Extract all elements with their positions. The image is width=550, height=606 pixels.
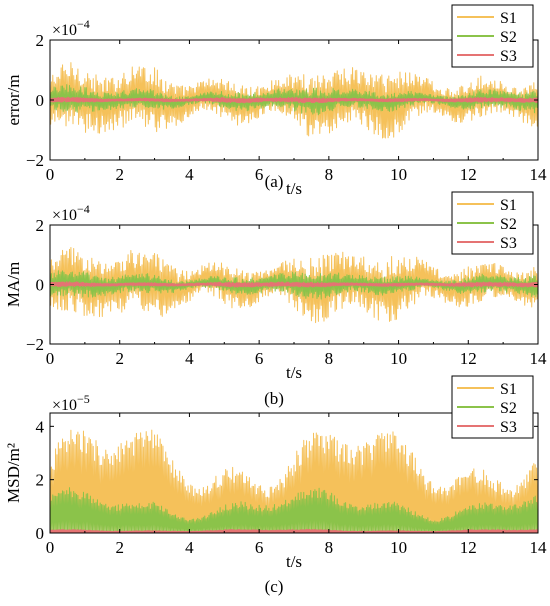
x-tick-label: 14 xyxy=(530,165,548,184)
panel-caption: (b) xyxy=(264,389,284,408)
x-tick-label: 8 xyxy=(325,165,334,184)
series-line-s2 xyxy=(50,270,538,300)
x-tick-label: 14 xyxy=(530,349,548,368)
x-tick-label: 10 xyxy=(390,538,407,557)
y-axis-label: MA/m xyxy=(4,262,23,307)
y-tick-label: 0 xyxy=(36,91,45,110)
legend-label-s2: S2 xyxy=(500,216,517,233)
x-axis-label: t/s xyxy=(286,179,302,198)
y-axis-label: MSD/m² xyxy=(4,443,23,503)
y-tick-label: 2 xyxy=(36,471,45,490)
x-tick-label: 12 xyxy=(460,538,477,557)
series-line-s1 xyxy=(50,62,538,139)
axis-exponent-label: ×10−4 xyxy=(52,202,90,224)
x-tick-label: 14 xyxy=(530,538,548,557)
series-line-s2 xyxy=(50,487,538,533)
legend-label-s2: S2 xyxy=(500,29,517,46)
y-tick-label: 4 xyxy=(36,417,45,436)
legend: S1 S2 S3 xyxy=(451,4,534,68)
y-tick-label: −2 xyxy=(26,151,44,170)
plot-area xyxy=(50,429,538,533)
legend-label-s1: S1 xyxy=(500,197,517,214)
axis-exponent-label: ×10−4 xyxy=(52,17,90,39)
x-tick-label: 2 xyxy=(115,349,124,368)
x-tick-label: 6 xyxy=(255,538,264,557)
y-tick-label: 2 xyxy=(36,216,45,235)
x-tick-label: 0 xyxy=(46,349,55,368)
panel-caption: (c) xyxy=(265,577,284,596)
x-tick-label: 8 xyxy=(325,349,334,368)
axis-exponent-label: ×10−5 xyxy=(52,392,90,414)
series-line-s3 xyxy=(50,96,538,104)
legend-label-s3: S3 xyxy=(500,419,517,436)
x-tick-label: 12 xyxy=(460,165,477,184)
x-tick-label: 6 xyxy=(255,349,264,368)
legend: S1 S2 S3 xyxy=(451,375,534,439)
panel-caption: (a) xyxy=(265,172,284,191)
legend: S1 S2 S3 xyxy=(451,191,534,255)
plot-area xyxy=(50,247,538,324)
x-tick-label: 8 xyxy=(325,538,334,557)
y-tick-label: −2 xyxy=(26,335,44,354)
x-axis-label: t/s xyxy=(286,552,302,571)
plot-area xyxy=(50,62,538,139)
legend-label-s2: S2 xyxy=(500,400,517,417)
x-tick-label: 6 xyxy=(255,165,264,184)
x-axis-label: t/s xyxy=(286,363,302,382)
x-tick-label: 2 xyxy=(115,538,124,557)
chart-panel-3: 0 2 4 6 8 10 12 14 0 2 4 ×10−5 MSD/m² t/s(c) S1 S2 S3 xyxy=(4,375,548,596)
x-tick-label: 0 xyxy=(46,538,55,557)
x-tick-label: 12 xyxy=(460,349,477,368)
x-tick-label: 4 xyxy=(185,538,194,557)
x-tick-label: 4 xyxy=(185,165,194,184)
y-tick-label: 0 xyxy=(36,524,45,543)
x-tick-label: 0 xyxy=(46,165,55,184)
y-axis-label: error/m xyxy=(4,75,23,126)
legend-label-s1: S1 xyxy=(500,10,517,27)
y-tick-label: 0 xyxy=(36,276,45,295)
series-line-s3 xyxy=(50,528,538,533)
series-line-s3 xyxy=(50,281,538,288)
legend-label-s1: S1 xyxy=(500,381,517,398)
legend-label-s3: S3 xyxy=(500,235,517,252)
x-tick-label: 2 xyxy=(115,165,124,184)
legend-label-s3: S3 xyxy=(500,48,517,65)
series-line-s1 xyxy=(50,429,538,533)
y-tick-label: 2 xyxy=(36,31,45,50)
x-tick-label: 10 xyxy=(390,349,407,368)
x-tick-label: 4 xyxy=(185,349,194,368)
x-tick-label: 10 xyxy=(390,165,407,184)
